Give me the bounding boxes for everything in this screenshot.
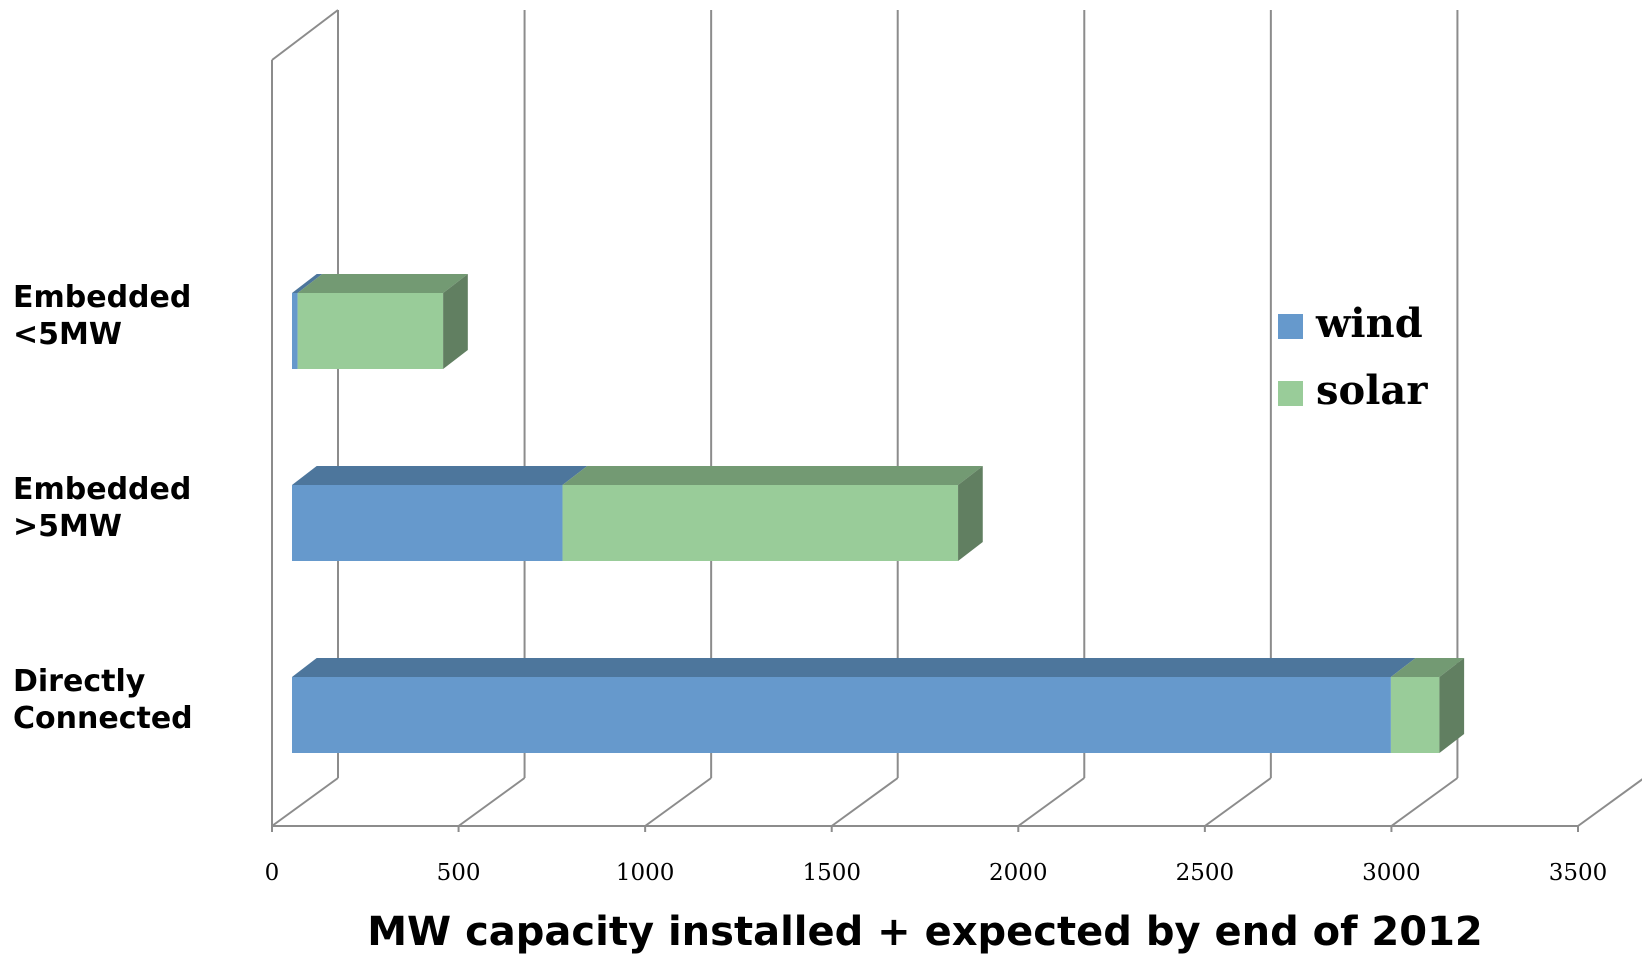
bar-top-wind [292, 274, 323, 293]
x-tick-labels: 0 500 1000 1500 2000 2500 3000 3500 [265, 860, 1608, 886]
floor-diagonal [1017, 777, 1085, 827]
x-axis-title: MW capacity installed + expected by end … [367, 909, 1483, 955]
x-tick-label: 1000 [616, 860, 675, 886]
category-label: Embedded [13, 280, 191, 315]
x-tick-label: 2000 [989, 860, 1048, 886]
category-label: >5MW [13, 509, 122, 544]
bar-side-solar [443, 274, 468, 369]
bar-side-solar [958, 466, 983, 561]
legend-label-wind: wind [1315, 300, 1423, 347]
bar-side-solar [1439, 658, 1465, 753]
legend-swatch-solar [1278, 381, 1303, 406]
bar-solar [562, 485, 959, 561]
floor-diagonal [1390, 777, 1459, 827]
bar-wind [292, 293, 298, 369]
x-tick-label: 500 [437, 860, 481, 886]
x-tick-label: 0 [265, 860, 280, 886]
floor-diagonal [457, 777, 526, 827]
floor-diagonal [644, 777, 712, 827]
category-label: Directly [13, 664, 146, 699]
bar-solar [297, 293, 444, 369]
side-wall-top-edge [271, 9, 339, 61]
bar-top-solar [1390, 658, 1465, 677]
chart-frame [271, 9, 1578, 827]
bar-top-solar [297, 274, 468, 293]
bar-wind [292, 485, 563, 561]
x-tick-label: 1500 [802, 860, 861, 886]
bars [292, 274, 1465, 753]
bar-top-wind [292, 466, 588, 485]
x-tick-label: 2500 [1176, 860, 1235, 886]
category-label: Connected [13, 701, 193, 736]
legend-swatch-wind [1278, 314, 1303, 339]
gridlines [271, 10, 1642, 832]
bar-solar [1390, 677, 1440, 753]
legend: wind solar [1278, 300, 1428, 414]
floor-diagonal [1577, 778, 1642, 827]
category-label: Embedded [13, 472, 191, 507]
floor-diagonal [271, 777, 339, 827]
bar-wind [292, 677, 1391, 753]
category-label: <5MW [13, 317, 122, 352]
floor-diagonal [1204, 777, 1272, 827]
category-labels: Embedded<5MWEmbedded>5MWDirectlyConnecte… [13, 280, 193, 736]
bar-top-solar [562, 466, 983, 485]
floor-diagonal [831, 777, 899, 827]
x-tick-label: 3000 [1362, 860, 1421, 886]
legend-label-solar: solar [1316, 367, 1428, 414]
x-tick-label: 3500 [1549, 860, 1608, 886]
bar-top-wind [292, 658, 1416, 677]
